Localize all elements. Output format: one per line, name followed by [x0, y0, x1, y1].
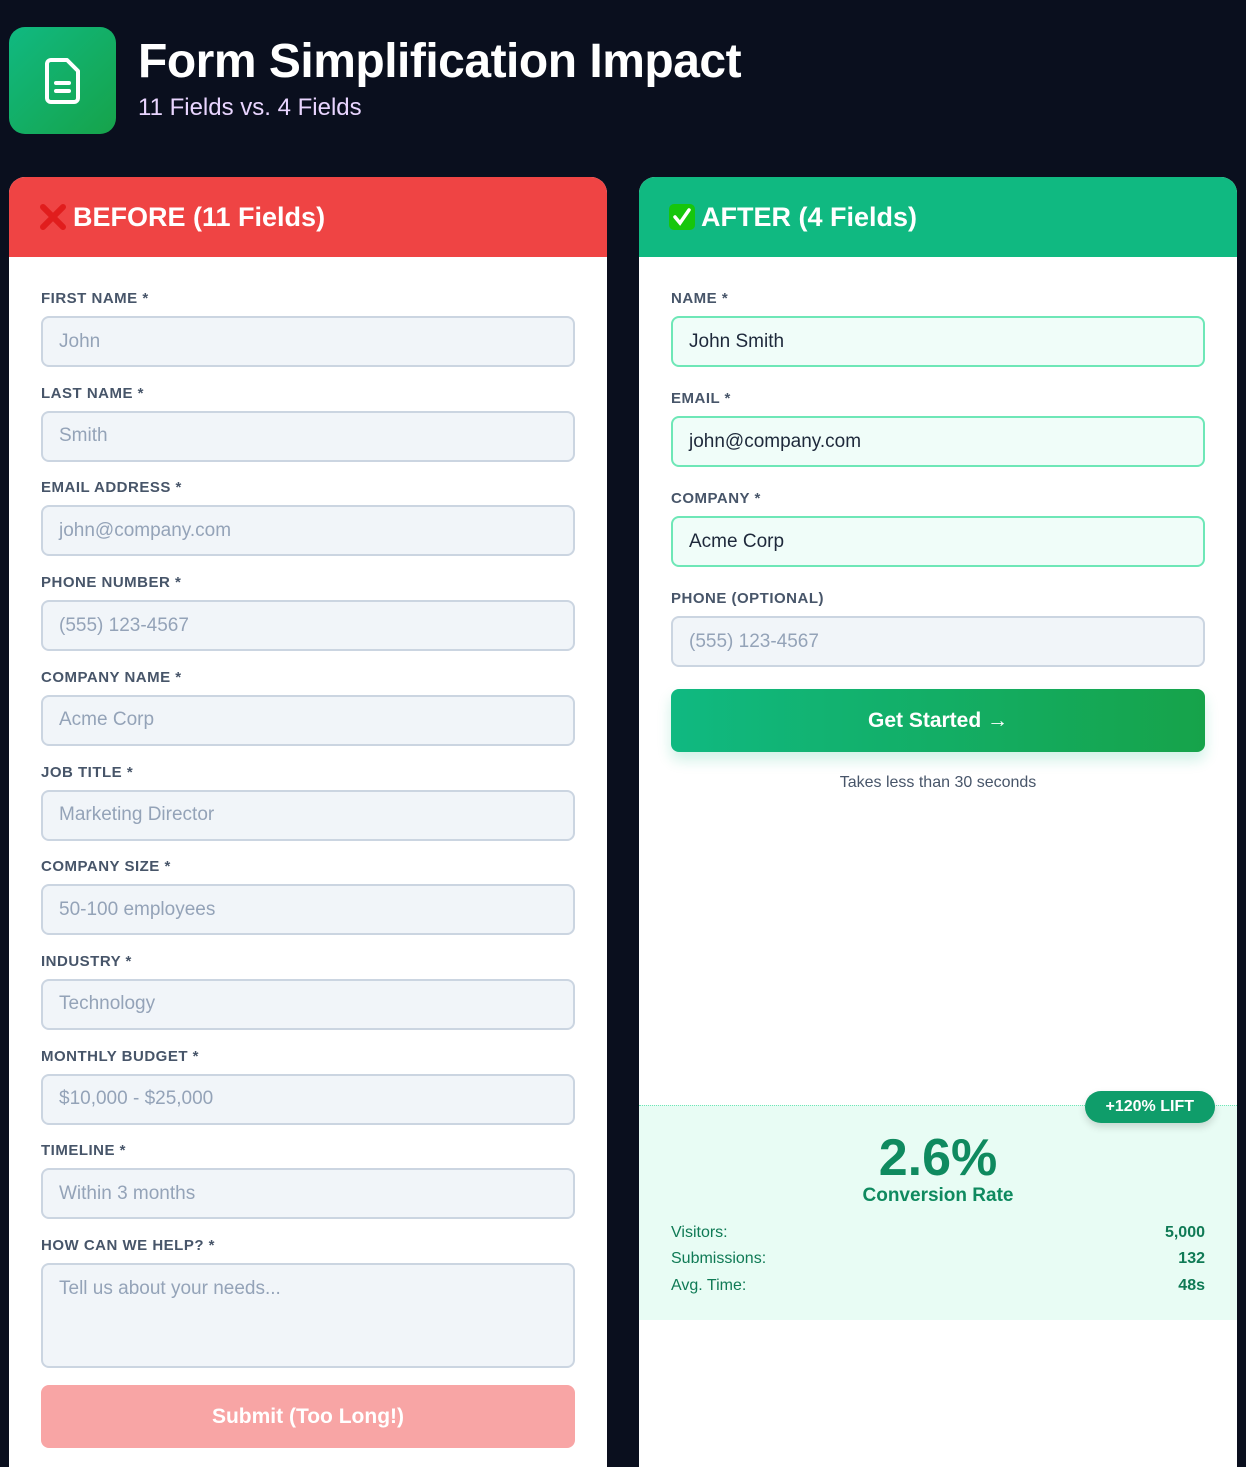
text-input[interactable]: John Smith — [671, 316, 1205, 367]
submit-button[interactable]: Submit (Too Long!) — [41, 1385, 575, 1448]
stats-panel: +120% LIFT 2.6% Conversion Rate Visitors… — [639, 1091, 1237, 1320]
text-input[interactable]: Acme Corp — [41, 694, 575, 746]
field-label: EMAIL * — [671, 390, 731, 407]
field-label: FIRST NAME * — [41, 290, 149, 307]
page-subtitle: 11 Fields vs. 4 Fields — [138, 94, 362, 121]
text-input[interactable]: Smith — [41, 410, 575, 462]
stat-label: Visitors: — [671, 1224, 728, 1241]
stat-row: Avg. Time: 48s — [671, 1277, 1205, 1295]
check-mark-icon — [669, 204, 695, 230]
conversion-rate-label: Conversion Rate — [862, 1185, 1014, 1206]
text-input[interactable]: 50-100 employees — [41, 884, 575, 936]
text-input[interactable]: (555) 123-4567 — [41, 600, 575, 652]
time-caption: Takes less than 30 seconds — [839, 774, 1037, 791]
text-input[interactable]: Within 3 months — [41, 1168, 575, 1220]
field-label: PHONE NUMBER * — [41, 574, 182, 592]
text-input[interactable]: (555) 123-4567 — [671, 616, 1205, 667]
field-label: NAME * — [671, 290, 729, 307]
form-field: PHONE (OPTIONAL) (555) 123-4567 — [671, 589, 1205, 667]
field-label: COMPANY * — [671, 490, 761, 507]
form-field: COMPANY NAME * Acme Corp — [41, 668, 575, 746]
form-field: HOW CAN WE HELP? * Tell us about your nee… — [41, 1236, 575, 1368]
text-input[interactable]: John — [41, 316, 575, 367]
message-textarea[interactable]: Tell us about your needs... — [41, 1263, 575, 1368]
stat-label: Avg. Time: — [671, 1277, 747, 1294]
get-started-button[interactable]: Get Started → — [671, 689, 1205, 752]
form-field: TIMELINE * Within 3 months — [41, 1141, 575, 1220]
app-logo — [9, 27, 116, 134]
lift-badge: +120% LIFT — [1084, 1091, 1215, 1123]
form-field: COMPANY * Acme Corp — [671, 489, 1205, 567]
field-label: COMPANY NAME * — [41, 668, 182, 686]
form-field: EMAIL ADDRESS * john@company.com — [41, 478, 575, 557]
before-title: BEFORE (11 Fields) — [73, 201, 326, 232]
form-field: INDUSTRY * Technology — [41, 952, 575, 1030]
text-input[interactable]: Technology — [41, 978, 575, 1030]
field-label: COMPANY SIZE * — [41, 858, 171, 876]
before-form-card: BEFORE (11 Fields) FIRST NAME * John LAST … — [9, 177, 607, 1467]
stat-value: 5,000 — [1164, 1224, 1205, 1241]
field-label: HOW CAN WE HELP? * — [41, 1237, 215, 1254]
field-label: EMAIL ADDRESS * — [41, 479, 182, 497]
form-field: FIRST NAME * John — [41, 289, 575, 367]
before-header: BEFORE (11 Fields) — [9, 177, 607, 257]
text-input[interactable]: john@company.com — [41, 505, 575, 557]
text-input[interactable]: Acme Corp — [671, 516, 1205, 567]
form-field: COMPANY SIZE * 50-100 employees — [41, 857, 575, 936]
field-label: TIMELINE * — [41, 1142, 127, 1160]
stat-row: Submissions: 132 — [671, 1250, 1205, 1268]
after-header: AFTER (4 Fields) — [639, 177, 1237, 257]
text-input[interactable]: Marketing Director — [41, 789, 575, 841]
after-form-card: AFTER (4 Fields) NAME * John Smith EMAIL *… — [639, 177, 1237, 1467]
field-label: PHONE (OPTIONAL) — [671, 590, 824, 607]
stat-value: 132 — [1178, 1250, 1205, 1267]
form-field: PHONE NUMBER * (555) 123-4567 — [41, 573, 575, 652]
conversion-rate-value: 2.6% — [878, 1129, 998, 1187]
text-input[interactable]: john@company.com — [671, 416, 1205, 467]
field-label: INDUSTRY * — [41, 952, 132, 970]
text-input[interactable]: $10,000 - $25,000 — [41, 1073, 575, 1125]
field-label: JOB TITLE * — [41, 763, 134, 781]
field-label: MONTHLY BUDGET * — [41, 1047, 200, 1065]
document-icon — [44, 57, 80, 104]
form-field: JOB TITLE * Marketing Director — [41, 763, 575, 841]
form-field: NAME * John Smith — [671, 289, 1205, 367]
stat-value: 48s — [1178, 1277, 1205, 1294]
stat-label: Submissions: — [671, 1250, 767, 1267]
after-title: AFTER (4 Fields) — [701, 201, 918, 232]
cross-mark-icon — [40, 204, 66, 230]
form-field: LAST NAME * Smith — [41, 384, 575, 462]
stat-row: Visitors: 5,000 — [671, 1224, 1205, 1242]
field-label: LAST NAME * — [41, 384, 144, 402]
page-title: Form Simplification Impact — [138, 35, 742, 88]
form-field: MONTHLY BUDGET * $10,000 - $25,000 — [41, 1047, 575, 1125]
form-field: EMAIL * john@company.com — [671, 389, 1205, 467]
